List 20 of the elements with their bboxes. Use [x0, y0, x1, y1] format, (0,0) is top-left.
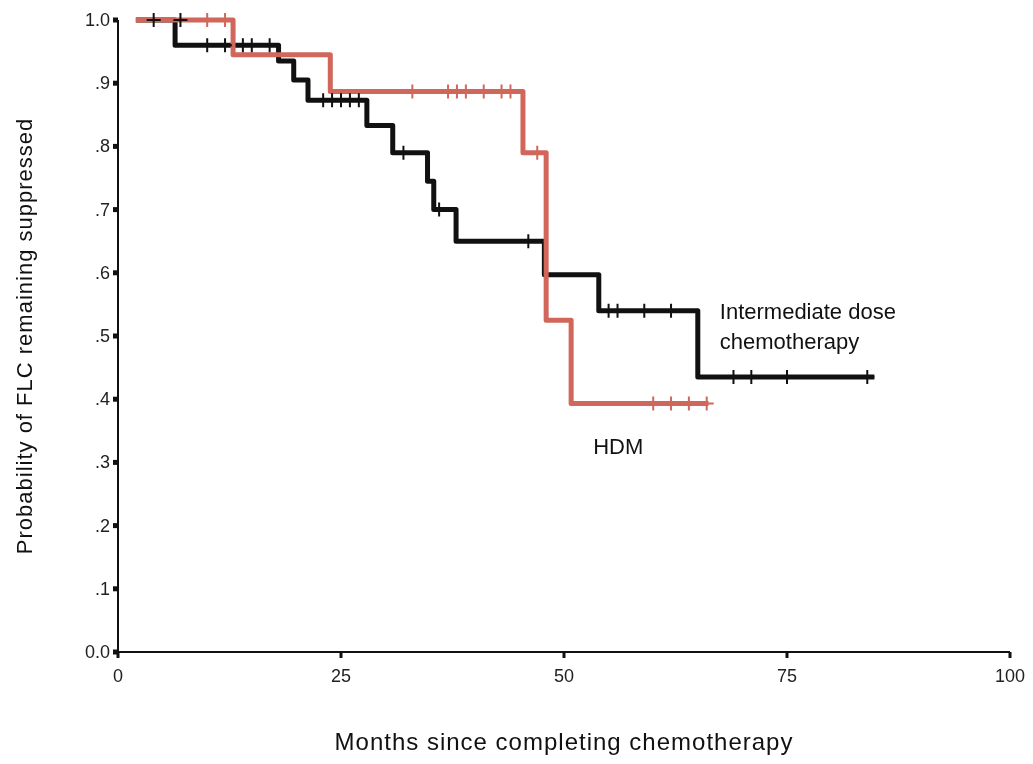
x-tick-label: 25	[330, 666, 352, 686]
y-tick-label: .8	[94, 136, 110, 157]
x-tick-label: 100	[994, 666, 1026, 686]
y-tick-label: .1	[94, 578, 110, 599]
y-tick-label: .5	[94, 326, 110, 346]
y-axis-title: Probability of FLC remaining suppressed	[12, 117, 37, 555]
x-tick-label: 50	[553, 666, 575, 686]
y-tick-label: 0.0	[84, 642, 110, 662]
x-tick-label: 75	[776, 666, 798, 686]
series-label: Intermediate dose chemotherapy	[719, 299, 896, 355]
y-tick-label: .7	[94, 199, 110, 220]
y-tick-label: .6	[94, 262, 110, 283]
x-axis-title: Months since completing chemotherapy	[334, 728, 794, 755]
series-label: HDM	[593, 433, 644, 459]
y-tick-label: .3	[94, 452, 110, 473]
y-tick-label: .4	[94, 389, 110, 410]
y-tick-label: .2	[94, 515, 110, 536]
y-tick-label: 1.0	[84, 10, 110, 30]
y-tick-label: .9	[94, 73, 110, 94]
x-tick-label: 0	[112, 666, 124, 686]
